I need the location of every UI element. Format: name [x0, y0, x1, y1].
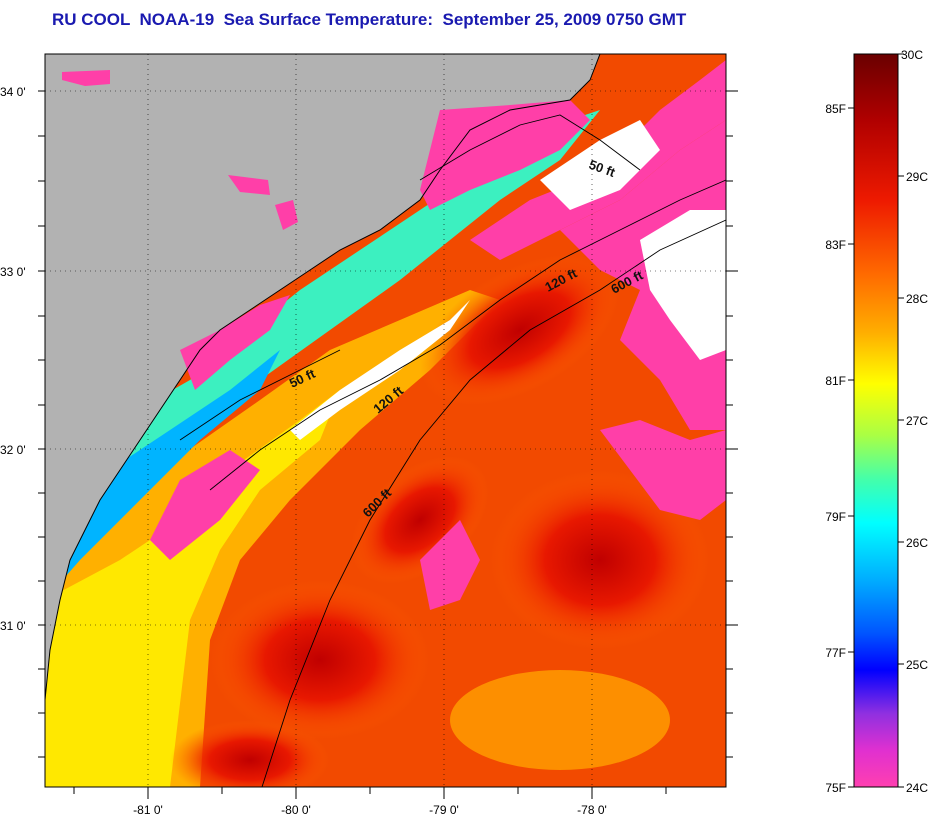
colorbar-celsius-label: 30C	[901, 48, 923, 62]
map-image	[45, 54, 726, 787]
land-mass	[45, 54, 600, 700]
axis-ticks	[38, 90, 738, 799]
lon-label: -80 0'	[281, 803, 311, 817]
inland-lake-3	[275, 200, 298, 230]
yellow-band	[45, 390, 340, 787]
cloud-strip	[290, 300, 470, 440]
coastal-cool-band	[45, 110, 600, 580]
cold-mask-nearshore	[420, 100, 590, 210]
colorbar	[853, 53, 899, 788]
warm-core-east	[490, 470, 710, 650]
lat-label: 32 0'	[0, 443, 26, 457]
lat-label: 33 0'	[0, 265, 26, 279]
warm-core-southwest	[170, 720, 330, 787]
warm-core-north	[420, 254, 620, 406]
inland-lake-1	[62, 70, 110, 86]
lon-label: -81 0'	[133, 803, 163, 817]
colorbar-ticks	[848, 53, 904, 788]
colorbar-fahrenheit-label: 83F	[825, 238, 846, 252]
colorbar-fahrenheit-label: 75F	[825, 781, 846, 795]
cold-mask-mid	[420, 520, 480, 610]
cloud-east	[640, 210, 726, 360]
colorbar-fahrenheit-label: 85F	[825, 102, 846, 116]
isobath-600ft	[261, 219, 726, 787]
cold-mask-east	[560, 120, 726, 430]
warm-patch-south	[450, 670, 670, 770]
colorbar-celsius-label: 27C	[906, 414, 928, 428]
isobath-120ft	[209, 179, 726, 491]
isobath-50ft-south	[179, 349, 341, 441]
cold-mask-coastal	[150, 450, 260, 560]
colorbar-fahrenheit-label: 79F	[825, 510, 846, 524]
lat-label: 34 0'	[0, 85, 26, 99]
cloud-north	[540, 120, 660, 210]
colorbar-celsius-label: 28C	[906, 292, 928, 306]
graticule	[45, 54, 726, 787]
colorbar-fahrenheit-label: 81F	[825, 374, 846, 388]
cold-mask-north	[470, 60, 726, 260]
warm-core-south	[210, 580, 430, 740]
colorbar-celsius-label: 26C	[906, 536, 928, 550]
colorbar-celsius-label: 29C	[906, 170, 928, 184]
cold-mask-nearshore2	[180, 295, 290, 390]
isobath-50ft-north	[419, 114, 641, 181]
lat-label: 31 0'	[0, 619, 26, 633]
inland-lake-2	[228, 175, 270, 195]
colorbar-celsius-label: 25C	[906, 658, 928, 672]
chart-title: RU COOL NOAA-19 Sea Surface Temperature:…	[52, 10, 687, 29]
colorbar-celsius-label: 24C	[906, 781, 928, 795]
lon-label: -78 0'	[577, 803, 607, 817]
map-frame	[44, 53, 727, 788]
coastline	[45, 54, 601, 701]
cold-mask-east2	[600, 420, 726, 520]
lon-label: -79 0'	[429, 803, 459, 817]
colorbar-fahrenheit-label: 77F	[825, 646, 846, 660]
